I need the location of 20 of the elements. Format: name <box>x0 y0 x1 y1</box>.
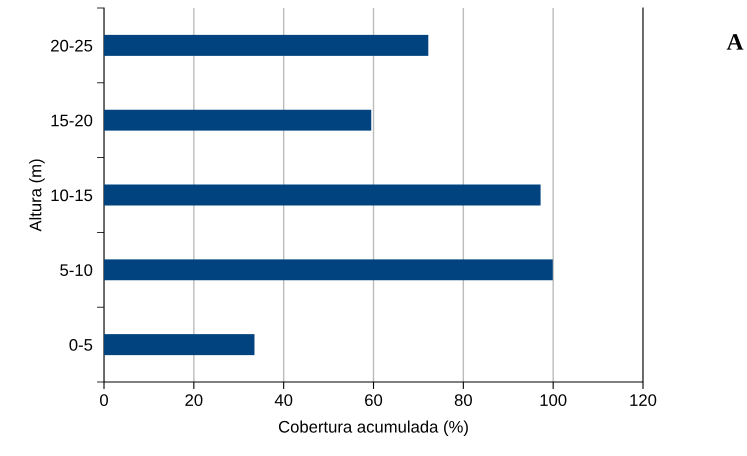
y-axis-title: Altura (m) <box>29 159 45 232</box>
y-tick-label: 10-15 <box>52 189 92 202</box>
x-tick-label: 20 <box>185 394 202 406</box>
bar <box>104 334 254 356</box>
bar <box>104 110 372 131</box>
x-tick-label: 0 <box>100 394 108 406</box>
bar <box>104 34 428 56</box>
x-tick-label: 80 <box>454 394 472 406</box>
y-tick-label: 15-20 <box>52 114 92 126</box>
x-tick-label: 100 <box>540 394 566 406</box>
x-tick-label: 60 <box>365 394 382 406</box>
x-tick-label: 40 <box>274 394 292 406</box>
x-tick-label: 120 <box>630 394 656 406</box>
bar <box>104 184 541 206</box>
y-tick-label: 20-25 <box>51 40 92 52</box>
text: A <box>726 34 744 50</box>
x-axis-title: Cobertura acumulada (%) <box>278 420 468 436</box>
y-tick-label: 0-5 <box>69 339 92 351</box>
bar <box>104 259 553 280</box>
y-tick-label: 5-10 <box>60 264 92 276</box>
